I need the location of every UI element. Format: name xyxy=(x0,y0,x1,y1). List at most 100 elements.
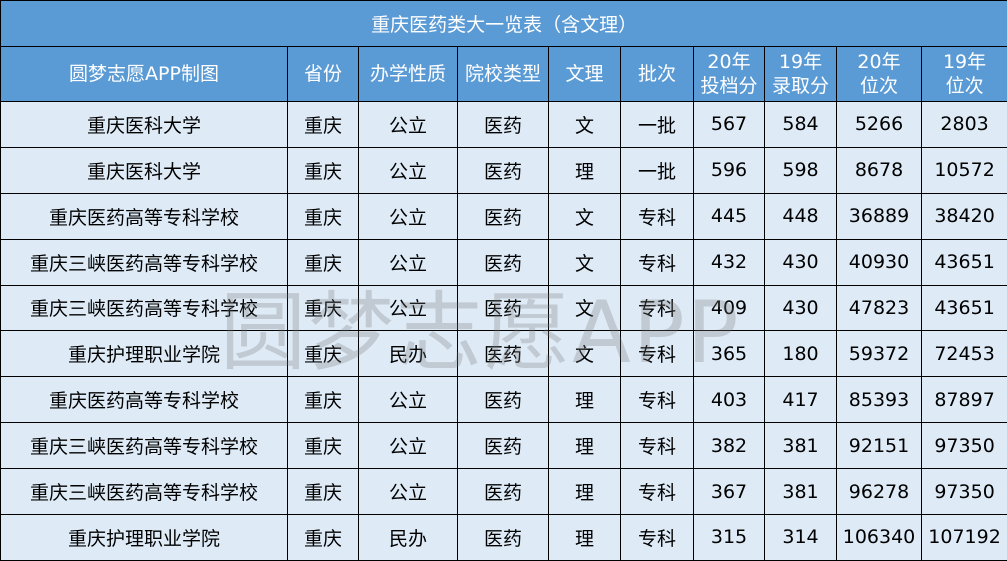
table-cell: 重庆 xyxy=(287,100,359,148)
table-cell: 92151 xyxy=(836,422,922,470)
table-cell: 医药 xyxy=(457,513,549,561)
table-cell: 重庆 xyxy=(287,146,359,194)
table-cell: 公立 xyxy=(358,422,458,470)
table-cell: 重庆 xyxy=(287,192,359,240)
table-row: 重庆医科大学 重庆 公立 医药文一批 567 584 5266 2803 xyxy=(0,100,1007,148)
table-cell: 医药 xyxy=(457,100,549,148)
table-cell: 445 xyxy=(693,192,765,240)
table-row: 重庆医药高等专科学校 重庆 公立 医药文专科 445 448 36889 38420 xyxy=(0,192,1007,240)
table-cell: 专科 xyxy=(620,468,694,515)
table-cell: 36889 xyxy=(836,192,922,240)
table-cell: 医药 xyxy=(457,468,549,515)
table-cell: 448 xyxy=(764,192,837,240)
table-cell: 107192 xyxy=(920,513,1007,561)
column-header: 省份 xyxy=(287,45,359,102)
table-cell: 公立 xyxy=(358,146,458,194)
table-cell: 民办 xyxy=(358,330,458,378)
table-row: 重庆三峡医药高等专科学校 重庆 公立 医药文专科 432 430 40930 43651 xyxy=(0,238,1007,286)
table-cell: 文 xyxy=(548,192,621,240)
column-header: 文理 xyxy=(548,45,621,102)
table-cell: 理 xyxy=(548,468,621,515)
table-cell: 8678 xyxy=(836,146,922,194)
table-cell: 重庆 xyxy=(287,238,359,286)
table-cell: 97350 xyxy=(920,422,1007,470)
column-header: 19年 位次 xyxy=(920,45,1007,102)
table-cell: 97350 xyxy=(920,468,1007,515)
table-cell: 医药 xyxy=(457,146,549,194)
table-cell: 重庆 xyxy=(287,468,359,515)
table-cell: 公立 xyxy=(358,284,458,332)
table-cell: 381 xyxy=(764,468,837,515)
table-cell: 106340 xyxy=(836,513,922,561)
table-cell: 432 xyxy=(693,238,765,286)
table-cell: 40930 xyxy=(836,238,922,286)
table-cell: 医药 xyxy=(457,376,549,424)
column-header: 办学性质 xyxy=(358,45,458,102)
table-cell: 重庆三峡医药高等专科学校 xyxy=(0,468,288,515)
table-cell: 理 xyxy=(548,146,621,194)
table-cell: 医药 xyxy=(457,284,549,332)
table-cell: 民办 xyxy=(358,513,458,561)
table-cell: 382 xyxy=(693,422,765,470)
table-cell: 重庆三峡医药高等专科学校 xyxy=(0,238,288,286)
table-cell: 专科 xyxy=(620,192,694,240)
table-cell: 43651 xyxy=(920,284,1007,332)
table-cell: 理 xyxy=(548,376,621,424)
table-cell: 专科 xyxy=(620,284,694,332)
table-cell: 公立 xyxy=(358,100,458,148)
table-cell: 87897 xyxy=(920,376,1007,424)
table-cell: 43651 xyxy=(920,238,1007,286)
table-cell: 文 xyxy=(548,100,621,148)
table-cell: 理 xyxy=(548,513,621,561)
table-cell: 10572 xyxy=(920,146,1007,194)
table-cell: 72453 xyxy=(920,330,1007,378)
table-cell: 重庆医科大学 xyxy=(0,146,288,194)
table-cell: 96278 xyxy=(836,468,922,515)
table-cell: 47823 xyxy=(836,284,922,332)
column-header: 批次 xyxy=(620,45,694,102)
table-cell: 567 xyxy=(693,100,765,148)
table-cell: 医药 xyxy=(457,238,549,286)
table-cell: 重庆护理职业学院 xyxy=(0,513,288,561)
table-cell: 文 xyxy=(548,330,621,378)
table-cell: 理 xyxy=(548,422,621,470)
table-cell: 医药 xyxy=(457,330,549,378)
table-cell: 59372 xyxy=(836,330,922,378)
table-row: 重庆医科大学 重庆 公立 医药理一批 596 598 8678 10572 xyxy=(0,146,1007,194)
table-cell: 315 xyxy=(693,513,765,561)
table-cell: 180 xyxy=(764,330,837,378)
table-cell: 专科 xyxy=(620,422,694,470)
table-cell: 一批 xyxy=(620,146,694,194)
table-cell: 重庆医药高等专科学校 xyxy=(0,376,288,424)
table-cell: 85393 xyxy=(836,376,922,424)
table-cell: 430 xyxy=(764,284,837,332)
table-row: 重庆护理职业学院 重庆 民办 医药文专科 365 180 59372 72453 xyxy=(0,330,1007,378)
column-header: 20年 投档分 xyxy=(693,45,765,102)
column-header: 20年 位次 xyxy=(836,45,922,102)
table-cell: 38420 xyxy=(920,192,1007,240)
table-cell: 403 xyxy=(693,376,765,424)
table-cell: 417 xyxy=(764,376,837,424)
table-cell: 365 xyxy=(693,330,765,378)
table-cell: 重庆 xyxy=(287,330,359,378)
table-cell: 重庆三峡医药高等专科学校 xyxy=(0,422,288,470)
table-cell: 2803 xyxy=(920,100,1007,148)
table-cell: 专科 xyxy=(620,376,694,424)
table-cell: 314 xyxy=(764,513,837,561)
table-cell: 重庆 xyxy=(287,513,359,561)
table-cell: 专科 xyxy=(620,513,694,561)
table-cell: 重庆医科大学 xyxy=(0,100,288,148)
column-header: 院校类型 xyxy=(457,45,549,102)
table-cell: 584 xyxy=(764,100,837,148)
table-cell: 598 xyxy=(764,146,837,194)
table-row: 重庆三峡医药高等专科学校 重庆 公立 医药文专科 409 430 47823 43651 xyxy=(0,284,1007,332)
table-cell: 重庆护理职业学院 xyxy=(0,330,288,378)
table-row: 重庆三峡医药高等专科学校 重庆 公立 医药理专科 367 381 96278 97350 xyxy=(0,468,1007,515)
table-cell: 重庆 xyxy=(287,422,359,470)
column-header: 19年 录取分 xyxy=(764,45,837,102)
table-cell: 409 xyxy=(693,284,765,332)
table-cell: 专科 xyxy=(620,238,694,286)
table-cell: 重庆三峡医药高等专科学校 xyxy=(0,284,288,332)
table-cell: 430 xyxy=(764,238,837,286)
